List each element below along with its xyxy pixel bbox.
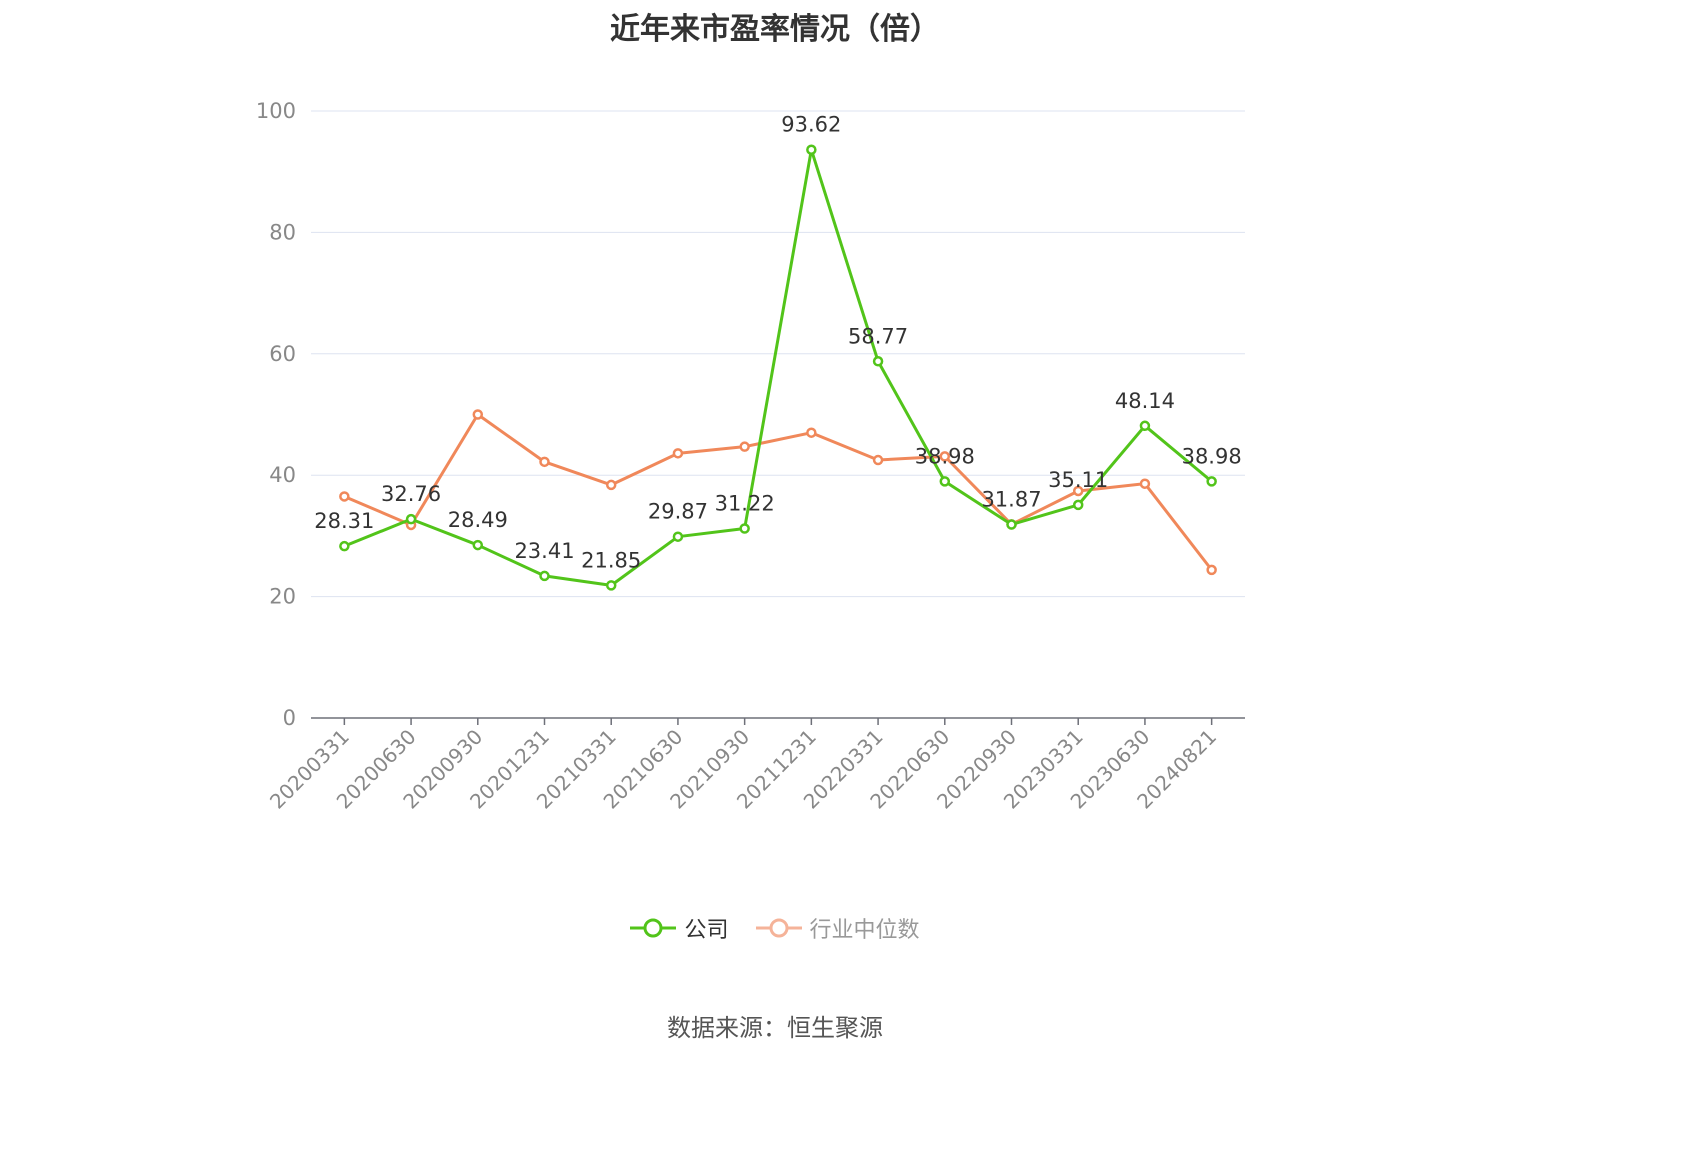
data-point-1	[1206, 564, 1217, 576]
data-point-1	[806, 427, 817, 438]
data-point-0	[672, 531, 684, 542]
y-tick-label: 100	[256, 99, 296, 123]
data-label: 35.11	[1048, 468, 1108, 492]
data-point-0	[405, 513, 417, 525]
y-tick-label: 40	[269, 463, 296, 487]
data-point-0	[605, 580, 617, 591]
data-point-0	[1006, 519, 1017, 530]
y-tick-label: 0	[283, 706, 296, 730]
data-label: 28.49	[448, 508, 508, 532]
y-tick-label: 20	[269, 585, 296, 609]
data-point-1	[539, 456, 550, 468]
data-source: 数据来源：恒生聚源	[667, 1014, 883, 1042]
data-label: 21.85	[581, 548, 641, 572]
data-point-1	[672, 448, 684, 459]
data-point-0	[1139, 420, 1151, 432]
data-label: 32.76	[381, 482, 441, 506]
series-line-1	[343, 413, 1213, 571]
data-point-1	[1072, 485, 1084, 497]
data-point-1	[339, 491, 350, 502]
data-point-0	[1206, 476, 1217, 487]
data-point-0	[872, 356, 884, 367]
data-point-0	[1072, 499, 1084, 511]
data-label: 29.87	[648, 500, 708, 524]
line-chart: 0204060801002020033120200630202009302020…	[256, 99, 1245, 814]
data-point-1	[739, 441, 750, 452]
y-tick-label: 80	[269, 220, 296, 244]
data-point-1	[1139, 478, 1151, 489]
series-line-0	[343, 148, 1213, 587]
data-label: 58.77	[848, 324, 908, 348]
data-point-0	[739, 523, 750, 534]
data-label: 48.14	[1115, 389, 1175, 413]
data-point-0	[939, 476, 951, 487]
data-point-1	[872, 454, 884, 466]
data-point-0	[472, 539, 484, 551]
data-label: 31.87	[981, 488, 1041, 512]
data-label: 93.62	[781, 113, 841, 137]
data-label: 31.22	[715, 491, 775, 515]
data-point-0	[339, 540, 350, 552]
legend-label-company: 公司	[684, 918, 729, 943]
data-point-1	[605, 479, 617, 491]
data-point-1	[472, 409, 484, 420]
chart-legend: 公司 行业中位数	[0, 912, 1550, 946]
legend-label-industry: 行业中位数	[809, 918, 920, 943]
data-label: 28.31	[314, 509, 374, 533]
data-label: 38.98	[915, 444, 975, 468]
data-point-0	[539, 570, 550, 582]
data-point-0	[806, 144, 817, 155]
chart-title: 近年来市盈率情况（倍）	[610, 12, 940, 47]
legend-marker-industry	[755, 918, 802, 938]
y-tick-label: 60	[269, 342, 296, 366]
legend-item-industry[interactable]: 行业中位数	[755, 912, 920, 944]
data-label: 38.98	[1182, 444, 1242, 468]
legend-item-company[interactable]: 公司	[630, 912, 729, 944]
data-point-1	[939, 451, 951, 462]
legend-marker-company	[630, 918, 677, 938]
data-label: 23.41	[514, 539, 574, 563]
